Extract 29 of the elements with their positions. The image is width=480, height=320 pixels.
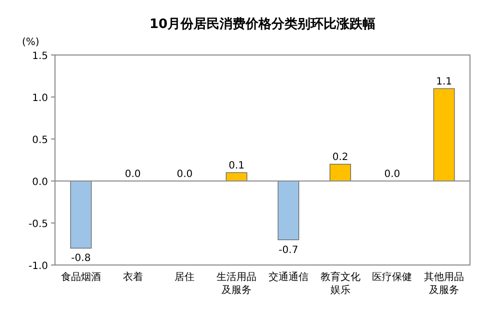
y-tick-label: 1.5 (32, 51, 48, 62)
x-tick-label: 食品烟酒 (60, 271, 101, 283)
x-tick-label: 衣着 (122, 271, 143, 283)
bar (226, 172, 248, 182)
x-tick-label: 医疗保健 (372, 271, 412, 283)
chart-title: 10月份居民消费价格分类别环比涨跌幅 (149, 17, 376, 32)
data-label: -0.7 (278, 244, 298, 256)
data-label: 0.0 (176, 169, 193, 180)
y-tick-label: -0.5 (28, 219, 48, 230)
y-tick-label: 0.0 (32, 177, 48, 188)
data-label: -0.8 (71, 253, 91, 264)
data-label: 0.0 (124, 169, 141, 180)
x-tick-label: 其他用品及服务 (424, 271, 464, 296)
x-tick-label: 交通通信 (268, 271, 308, 283)
y-tick-label: -1.0 (28, 261, 48, 272)
x-tick-label: 教育文化娱乐 (320, 271, 360, 296)
bar (278, 180, 300, 240)
bar (433, 88, 455, 182)
data-label: 1.1 (436, 76, 452, 88)
y-tick-label: 1.0 (32, 93, 48, 104)
x-tick-label: 生活用品及服务 (216, 271, 257, 296)
y-axis-title: (%) (22, 37, 40, 48)
data-label: 0.0 (384, 169, 400, 180)
bar (330, 164, 351, 182)
data-label: 0.1 (228, 160, 245, 172)
data-label: 0.2 (332, 152, 348, 164)
bar (70, 180, 92, 248)
x-tick-label: 居住 (174, 272, 195, 283)
y-tick-label: 0.5 (32, 135, 48, 146)
